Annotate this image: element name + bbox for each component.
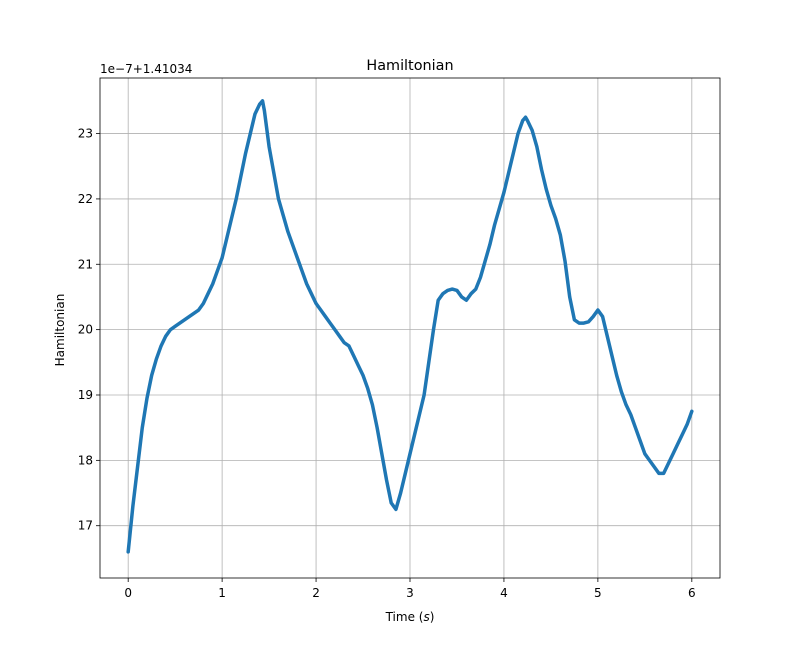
series-layer: [126, 99, 694, 554]
x-tick-label: 2: [312, 586, 320, 600]
chart-title: Hamiltonian: [366, 58, 453, 74]
x-tick-label: 3: [406, 586, 414, 600]
x-axis-ticks: 0 1 2 3 4 5 6: [124, 578, 696, 600]
x-axis-label-unit: s: [423, 610, 429, 624]
x-tick-label: 5: [594, 586, 602, 600]
x-tick-label: 0: [124, 586, 132, 600]
y-tick-label: 21: [78, 257, 93, 271]
y-gridlines: [100, 133, 720, 527]
y-tick-label: 17: [78, 519, 93, 533]
y-tick-label: 19: [78, 388, 93, 402]
x-axis-label-suffix: ): [430, 610, 435, 624]
y-axis-label: Hamiltonian: [53, 294, 67, 367]
x-axis-label: Time (s): [385, 610, 435, 624]
x-gridlines: [127, 78, 693, 578]
y-tick-label: 22: [78, 192, 93, 206]
y-tick-label: 20: [78, 323, 93, 337]
x-tick-label: 4: [500, 586, 508, 600]
y-axis-ticks: 17 18 19 20 21 22 23: [78, 127, 100, 533]
y-tick-label: 23: [78, 127, 93, 141]
series-line-0: [126, 99, 694, 554]
y-axis-offset-label: 1e−7+1.41034: [100, 62, 192, 76]
x-tick-label: 1: [218, 586, 226, 600]
x-axis-label-prefix: Time (: [385, 610, 424, 624]
y-tick-label: 18: [78, 453, 93, 467]
x-tick-label: 6: [688, 586, 696, 600]
